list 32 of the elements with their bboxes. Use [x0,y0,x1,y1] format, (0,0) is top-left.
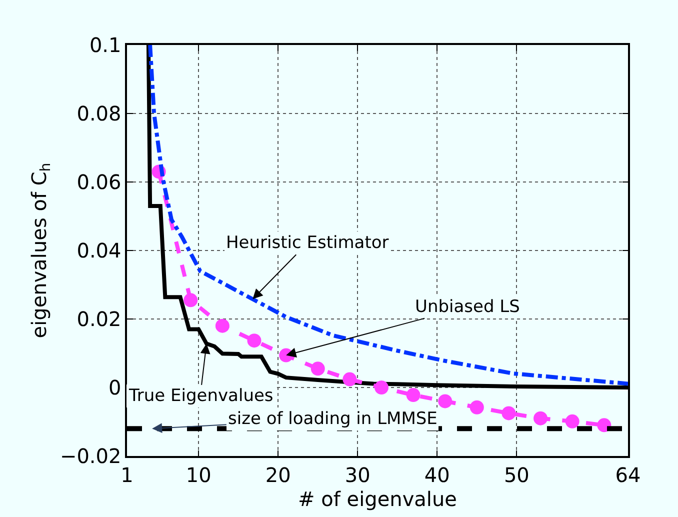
y-tick-label: 0.08 [76,102,122,126]
series-label: Heuristic Estimator [226,233,389,253]
point [406,388,420,402]
x-tick-label: 1 [120,462,134,487]
y-tick-label: 0.06 [76,170,122,194]
x-tick-label: 30 [344,462,370,487]
point [247,334,262,348]
point [374,380,388,394]
y-tick-label: 0.1 [89,33,122,57]
y-tick-label: 0.04 [76,238,122,262]
point [438,394,452,408]
y-tick-label: 0 [108,376,122,400]
series-label: True Eigenvalues [128,386,274,406]
y-tick-label: −0.02 [60,444,122,468]
x-tick-label: 20 [265,462,291,487]
point [502,406,516,420]
point [215,318,230,333]
x-tick-label: 50 [504,462,530,487]
text: Unbiased LS [415,297,520,317]
x-tick-label: 64 [615,462,641,487]
point [342,372,357,386]
ref-line-label: size of loading in LMMSE [228,409,438,429]
x-axis-title: # of eigenvalue [298,486,457,511]
point [565,414,580,428]
point [534,411,548,426]
y-tick-label: 0.02 [76,307,122,331]
x-tick-label: 40 [424,462,450,487]
x-tick-label: 10 [186,462,212,487]
point [310,362,325,376]
point [184,293,198,308]
point [597,418,612,432]
point [470,400,484,414]
